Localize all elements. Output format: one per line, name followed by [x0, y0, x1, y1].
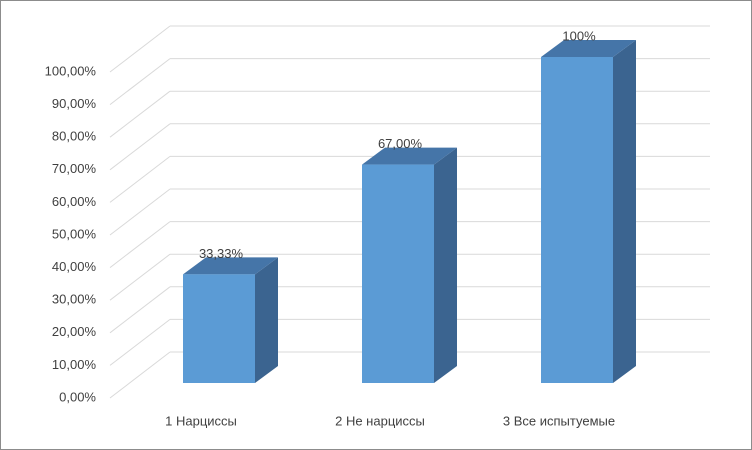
grid-line	[109, 253, 171, 301]
y-tick-label: 90,00%	[52, 96, 97, 111]
x-tick-label: 3 Все испытуемые	[503, 413, 615, 428]
y-tick-label: 40,00%	[52, 259, 97, 274]
data-label: 33,33%	[199, 246, 244, 261]
grid-line	[109, 319, 171, 366]
grid-line	[109, 156, 171, 203]
bar	[541, 57, 613, 383]
bar-side	[255, 257, 278, 383]
bar-top	[541, 40, 636, 57]
y-tick-label: 30,00%	[52, 292, 97, 307]
grid-line	[109, 58, 171, 105]
y-tick-label: 100,00%	[45, 63, 97, 78]
bar-side	[613, 40, 636, 383]
x-tick-label: 2 Не нарциссы	[335, 413, 425, 428]
y-tick-label: 60,00%	[52, 194, 97, 209]
grid-line	[109, 90, 171, 138]
grid-line	[109, 123, 171, 171]
data-label: 100%	[562, 28, 596, 43]
grid-line	[109, 221, 171, 268]
y-tick-label: 20,00%	[52, 324, 97, 339]
y-tick-label: 50,00%	[52, 226, 97, 241]
x-tick-label: 1 Нарциссы	[165, 413, 237, 428]
y-tick-label: 10,00%	[52, 357, 97, 372]
grid-line	[109, 188, 171, 236]
bar-side	[434, 147, 457, 383]
bar-top	[362, 147, 457, 165]
bar-top	[183, 257, 278, 275]
bar	[183, 274, 255, 383]
y-tick-label: 70,00%	[52, 161, 97, 176]
y-tick-label: 80,00%	[52, 129, 97, 144]
grid-line	[109, 351, 171, 399]
grid-line	[109, 286, 171, 334]
data-label: 67,00%	[378, 136, 423, 151]
bar	[362, 164, 434, 383]
y-tick-label: 0,00%	[59, 389, 96, 404]
grid-line	[109, 25, 171, 73]
